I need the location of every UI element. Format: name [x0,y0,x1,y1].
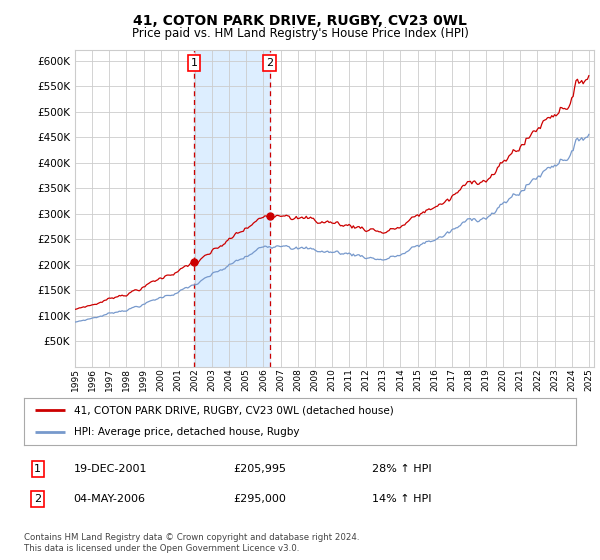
Text: 14% ↑ HPI: 14% ↑ HPI [372,494,431,504]
Text: 28% ↑ HPI: 28% ↑ HPI [372,464,431,474]
Text: 19-DEC-2001: 19-DEC-2001 [74,464,147,474]
Text: 1: 1 [34,464,41,474]
Bar [194,50,270,367]
Text: £295,000: £295,000 [234,494,287,504]
Text: Contains HM Land Registry data © Crown copyright and database right 2024.
This d: Contains HM Land Registry data © Crown c… [24,533,359,553]
Text: 41, COTON PARK DRIVE, RUGBY, CV23 0WL (detached house): 41, COTON PARK DRIVE, RUGBY, CV23 0WL (d… [74,405,394,416]
Text: 1: 1 [191,58,198,68]
Text: 2: 2 [34,494,41,504]
Text: £205,995: £205,995 [234,464,287,474]
Text: HPI: Average price, detached house, Rugby: HPI: Average price, detached house, Rugb… [74,427,299,437]
Text: 04-MAY-2006: 04-MAY-2006 [74,494,146,504]
Text: 41, COTON PARK DRIVE, RUGBY, CV23 0WL: 41, COTON PARK DRIVE, RUGBY, CV23 0WL [133,14,467,28]
Text: 2: 2 [266,58,274,68]
Text: Price paid vs. HM Land Registry's House Price Index (HPI): Price paid vs. HM Land Registry's House … [131,27,469,40]
